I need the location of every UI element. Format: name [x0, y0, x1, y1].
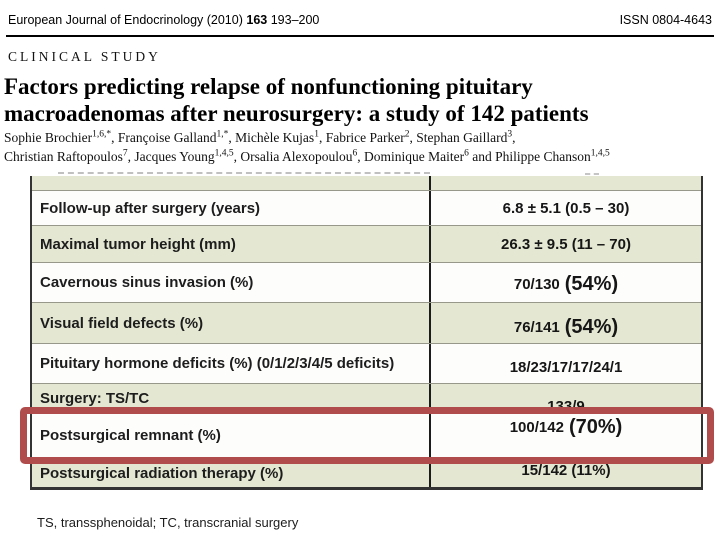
- article-title-line2: macroadenomas after neurosurgery: a stud…: [4, 101, 589, 126]
- journal-name: European Journal of Endocrinology (2010): [8, 13, 243, 27]
- author-affiliation: 1: [314, 129, 319, 140]
- author-separator: ,: [512, 130, 516, 145]
- table-row-radiation-therapy: Postsurgical radiation therapy (%) 15/14…: [32, 458, 701, 487]
- author-line2: Christian Raftopoulos7, Jacques Young1,4…: [4, 148, 716, 167]
- table-footnote: TS, transsphenoidal; TC, transcranial su…: [37, 515, 299, 530]
- header-divider: [6, 35, 714, 37]
- author-affiliation: 1,4,5: [214, 148, 234, 158]
- author-affiliation: 1,4,5: [590, 148, 610, 158]
- table-row-cropped: [32, 176, 701, 190]
- row-label: Visual field defects (%): [32, 303, 431, 343]
- author-line1: Sophie Brochier1,6,*, Françoise Galland1…: [4, 129, 716, 148]
- journal-volume: 163: [246, 13, 268, 27]
- table-row-tumor-height: Maximal tumor height (mm) 26.3 ± 9.5 (11…: [32, 225, 701, 262]
- journal-header: European Journal of Endocrinology (2010)…: [8, 13, 712, 29]
- table-row-postsurgical-remnant: Postsurgical remnant (%) 100/142 (70%): [32, 412, 701, 458]
- row-value: 100/142 (70%): [509, 416, 623, 438]
- author-affiliation: 3: [507, 129, 513, 140]
- journal-citation: European Journal of Endocrinology (2010)…: [8, 13, 319, 27]
- row-label: Postsurgical remnant (%): [32, 413, 431, 458]
- author-affiliation: 7: [122, 148, 128, 158]
- article-title: Factors predicting relapse of nonfunctio…: [4, 73, 716, 127]
- author-affiliation: 1,6,*: [92, 129, 112, 140]
- author-affiliation: 2: [404, 129, 410, 140]
- row-value: 6.8 ± 5.1 (0.5 – 30): [502, 199, 630, 217]
- row-value: 18/23/17/17/24/1: [509, 359, 623, 376]
- author-affiliation: 1,*: [216, 129, 229, 140]
- author: Christian Raftopoulos: [4, 148, 123, 164]
- author: , Françoise Galland: [111, 130, 217, 145]
- cropped-text-remnant: [58, 172, 430, 174]
- journal-issn: ISSN 0804-4643: [619, 13, 712, 27]
- row-value: 70/130 (54%): [513, 273, 619, 295]
- row-label: Maximal tumor height (mm): [32, 226, 431, 262]
- author-affiliation: 6: [352, 148, 358, 158]
- author: , Michèle Kujas: [228, 130, 315, 145]
- row-label: Pituitary hormone deficits (%) (0/1/2/3/…: [32, 344, 431, 383]
- table-row-followup: Follow-up after surgery (years) 6.8 ± 5.…: [32, 190, 701, 225]
- row-value: 76/141 (54%): [513, 315, 619, 338]
- author: , Jacques Young: [127, 148, 215, 164]
- article-category: CLINICAL STUDY: [8, 49, 161, 64]
- table-row-hormone-deficits: Pituitary hormone deficits (%) (0/1/2/3/…: [32, 343, 701, 383]
- cropped-text-remnant: [585, 173, 599, 175]
- row-label: Cavernous sinus invasion (%): [32, 263, 431, 302]
- author: , Orsalia Alexopoulou: [233, 148, 353, 164]
- row-label: Surgery: TS/TC: [32, 384, 431, 412]
- author: Sophie Brochier: [4, 130, 93, 145]
- table-row-visual-field: Visual field defects (%) 76/141 (54%): [32, 302, 701, 343]
- author-list: Sophie Brochier1,6,*, Françoise Galland1…: [4, 129, 716, 166]
- author: , Dominique Maiter: [357, 148, 465, 164]
- row-value: 26.3 ± 9.5 (11 – 70): [501, 235, 631, 253]
- author-affiliation: 6: [464, 148, 469, 158]
- row-label: Postsurgical radiation therapy (%): [32, 459, 431, 487]
- author: and Philippe Chanson: [468, 148, 591, 164]
- journal-pages: 193–200: [270, 13, 320, 27]
- author: , Fabrice Parker: [318, 130, 405, 145]
- author: , Stephan Gaillard: [409, 130, 508, 145]
- article-title-line1: Factors predicting relapse of nonfunctio…: [4, 74, 533, 99]
- row-value: 15/142 (11%): [521, 461, 611, 479]
- patient-characteristics-table: Follow-up after surgery (years) 6.8 ± 5.…: [30, 176, 703, 490]
- table-row-cavernous-invasion: Cavernous sinus invasion (%) 70/130 (54%): [32, 262, 701, 302]
- row-label: Follow-up after surgery (years): [32, 191, 431, 225]
